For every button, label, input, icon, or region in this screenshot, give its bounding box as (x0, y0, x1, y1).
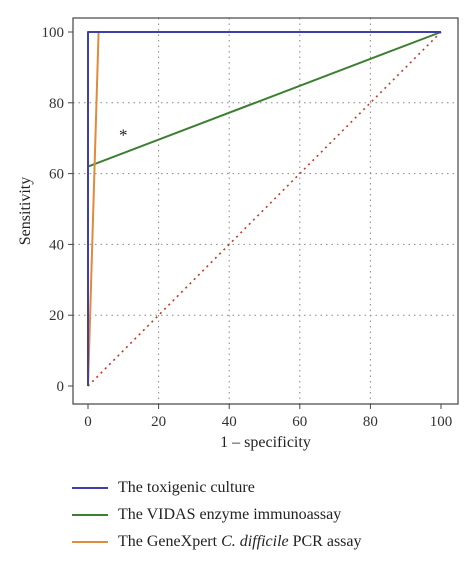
legend-label: The VIDAS enzyme immunoassay (118, 506, 342, 523)
legend-label: The toxigenic culture (118, 479, 255, 496)
y-tick-label: 60 (49, 167, 64, 183)
significance-annotation: * (119, 126, 128, 145)
roc-chart: 0 20 40 60 80 100 0 20 40 60 80 100 1 – specificity… (17, 17, 459, 451)
legend-swatch (72, 541, 108, 543)
x-tick-label: 20 (151, 414, 166, 430)
legend-item-vidas-eia: The VIDAS enzyme immunoassay (72, 501, 472, 528)
legend-swatch (72, 514, 108, 516)
x-tick-label: 100 (430, 414, 453, 430)
plot-frame (72, 17, 459, 405)
x-tick-label: 60 (292, 414, 307, 430)
legend-label: The GeneXpert C. difficile PCR assay (118, 533, 362, 550)
legend-swatch (72, 487, 108, 489)
plot-series (87, 31, 442, 387)
legend-item-genexpert-pcr: The GeneXpert C. difficile PCR assay (72, 528, 472, 555)
series-line-vidas-eia (87, 31, 442, 386)
y-tick-label: 40 (49, 237, 64, 253)
y-tick-label: 100 (42, 25, 65, 41)
grid-lines (73, 18, 458, 404)
tick-labels: 0 20 40 60 80 100 0 20 40 60 80 100 (42, 25, 453, 430)
legend: The toxigenic culture The VIDAS enzyme i… (72, 474, 472, 555)
x-tick-label: 80 (363, 414, 378, 430)
reference-diagonal-line (87, 31, 442, 387)
legend-item-toxigenic-culture: The toxigenic culture (72, 474, 472, 501)
y-tick-label: 20 (49, 308, 64, 324)
x-tick-label: 0 (84, 414, 92, 430)
x-tick-label: 40 (222, 414, 237, 430)
y-tick-label: 80 (49, 96, 64, 112)
axes (68, 17, 459, 409)
y-axis-label: Sensitivity (17, 177, 34, 245)
series-line-toxigenic-culture (87, 31, 441, 386)
y-tick-label: 0 (57, 379, 65, 395)
series-line-genexpert-pcr (87, 31, 441, 387)
x-axis-label: 1 – specificity (220, 434, 311, 451)
